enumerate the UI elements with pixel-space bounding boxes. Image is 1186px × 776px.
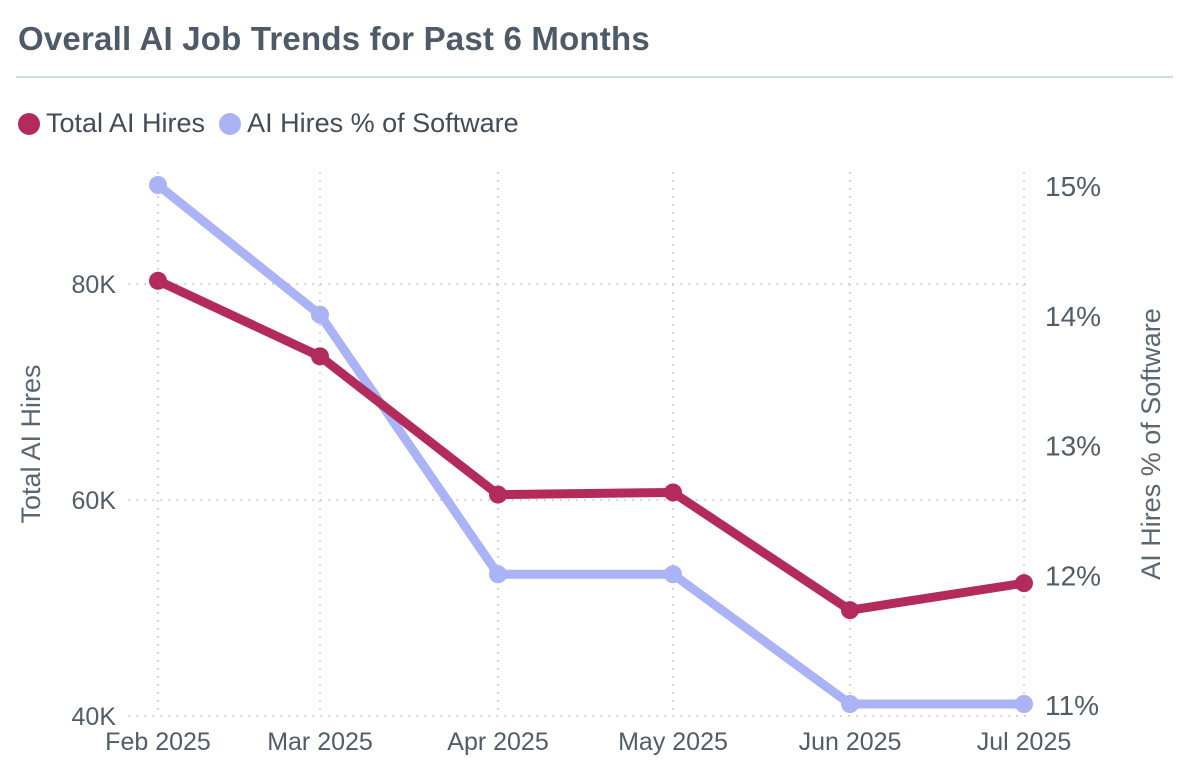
data-point-ai-hires-pct — [841, 695, 859, 713]
chart-title: Overall AI Job Trends for Past 6 Months — [18, 20, 650, 57]
legend-label-ai-hires-pct: AI Hires % of Software — [247, 108, 519, 138]
x-tick-label: Jul 2025 — [977, 728, 1072, 756]
data-point-ai-hires-pct — [489, 565, 507, 584]
y-right-tick-label: 14% — [1045, 301, 1101, 332]
legend-marker-total-ai-hires — [18, 112, 40, 135]
legend-item-ai-hires-pct[interactable]: AI Hires % of Software — [219, 108, 519, 139]
x-tick-label: Feb 2025 — [105, 728, 211, 756]
legend-item-total-ai-hires[interactable]: Total AI Hires — [18, 108, 205, 139]
data-point-ai-hires-pct — [311, 305, 329, 324]
data-point-ai-hires-pct — [1015, 695, 1033, 713]
y-right-axis-title: AI Hires % of Software — [1136, 308, 1166, 580]
legend-marker-ai-hires-pct — [219, 112, 242, 135]
x-tick-label: May 2025 — [618, 728, 728, 756]
legend: Total AI Hires AI Hires % of Software — [18, 108, 519, 139]
title-divider — [16, 76, 1173, 78]
y-left-tick-label: 60K — [72, 487, 117, 515]
y-left-tick-label: 40K — [72, 703, 117, 731]
y-right-tick-label: 13% — [1045, 431, 1101, 462]
data-point-ai-hires-pct — [664, 565, 682, 584]
data-point-ai-hires-pct — [149, 176, 167, 194]
x-tick-label: Jun 2025 — [799, 728, 902, 756]
data-point-total-ai-hires — [311, 347, 329, 366]
data-point-total-ai-hires — [841, 601, 859, 620]
legend-label-total-ai-hires: Total AI Hires — [46, 108, 206, 138]
y-right-tick-label: 12% — [1045, 560, 1101, 591]
data-point-total-ai-hires — [149, 271, 167, 290]
y-right-tick-label: 11% — [1045, 690, 1099, 721]
y-left-tick-label: 80K — [72, 271, 117, 299]
series-line-ai-hires-pct — [153, 180, 1029, 709]
x-tick-label: Apr 2025 — [447, 728, 548, 756]
data-point-total-ai-hires — [664, 483, 682, 502]
data-point-total-ai-hires — [489, 485, 507, 504]
series-line-total-ai-hires — [153, 276, 1029, 615]
data-point-total-ai-hires — [1015, 574, 1033, 593]
x-tick-label: Mar 2025 — [267, 728, 373, 756]
y-right-tick-label: 15% — [1045, 171, 1101, 202]
y-left-axis-title: Total AI Hires — [16, 364, 46, 523]
